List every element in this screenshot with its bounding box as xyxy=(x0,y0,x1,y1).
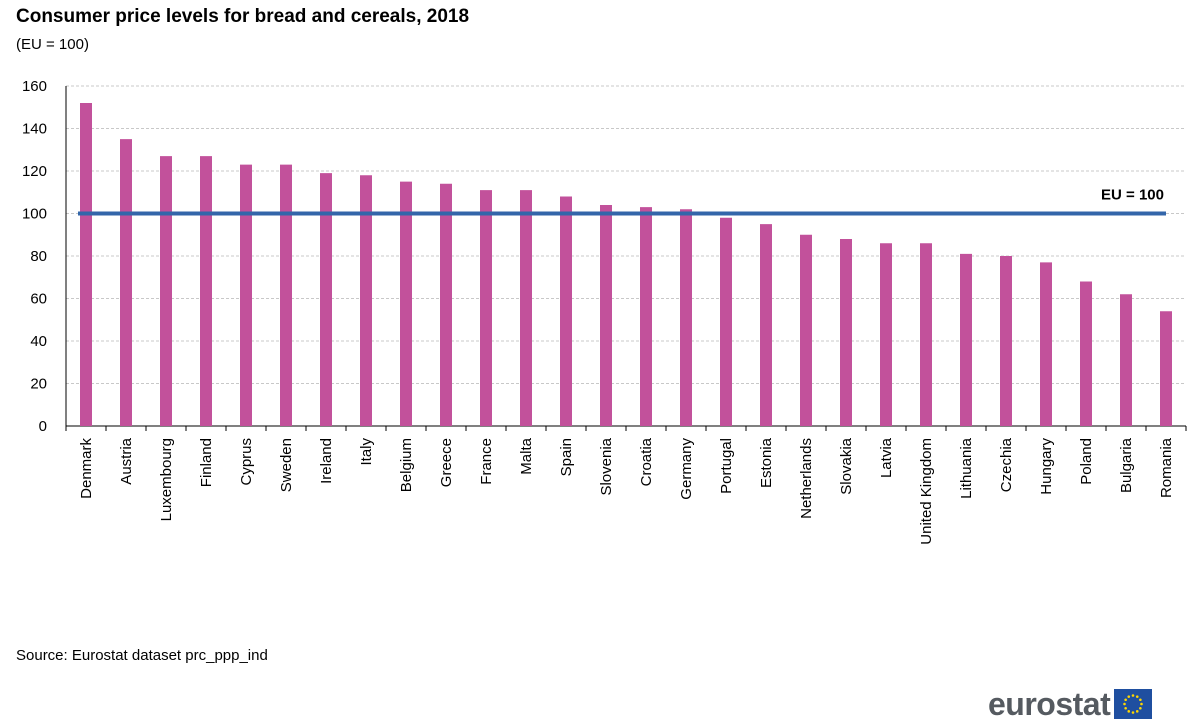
eurostat-logo-text: eurostat xyxy=(988,686,1111,722)
x-tick-label: Austria xyxy=(118,437,135,484)
flag-star xyxy=(1127,710,1131,713)
bar xyxy=(1000,256,1012,426)
y-tick-label: 0 xyxy=(39,418,47,435)
bar xyxy=(1160,311,1172,426)
x-tick-label: Cyprus xyxy=(238,438,255,486)
flag-star xyxy=(1139,706,1142,710)
y-tick-label: 60 xyxy=(30,291,47,308)
bar-chart: EU = 100 0 20 40 60 80 100 120 140 160 Denmark Aus… xyxy=(22,78,1187,545)
flag-star xyxy=(1131,694,1135,697)
y-tick-label: 120 xyxy=(22,163,47,180)
eurostat-logo: eurostat xyxy=(988,684,1153,724)
x-tick-label: Ireland xyxy=(318,438,335,484)
bar xyxy=(560,196,572,426)
bar xyxy=(520,190,532,426)
source-note: Source: Eurostat dataset prc_ppp_ind xyxy=(16,647,268,664)
bar xyxy=(360,175,372,426)
x-tick-label: Slovakia xyxy=(838,437,855,494)
bar xyxy=(280,164,292,426)
x-tick-label: Malta xyxy=(518,437,535,474)
x-tick-label: United Kingdom xyxy=(918,438,935,545)
bar xyxy=(880,243,892,426)
bar xyxy=(800,234,812,426)
x-tick-label: Hungary xyxy=(1038,438,1055,495)
y-tick-label: 140 xyxy=(22,121,47,138)
y-tick-label: 80 xyxy=(30,248,47,265)
x-tick-label: Latvia xyxy=(878,437,895,478)
x-tick-label: Estonia xyxy=(758,437,775,488)
x-tick-label: Spain xyxy=(558,438,575,476)
bar xyxy=(840,239,852,426)
x-tick-label: Bulgaria xyxy=(1118,437,1135,493)
flag-star xyxy=(1123,702,1127,706)
x-tick-label: Luxembourg xyxy=(158,438,175,521)
flag-star xyxy=(1140,702,1144,706)
chart-subtitle: (EU = 100) xyxy=(16,36,89,53)
y-tick-label: 100 xyxy=(22,206,47,223)
chart-title: Consumer price levels for bread and cere… xyxy=(16,6,470,27)
bar xyxy=(240,164,252,426)
bar xyxy=(80,103,92,426)
x-tick-label: France xyxy=(478,438,495,485)
bar xyxy=(160,156,172,426)
flag-star xyxy=(1124,698,1128,702)
x-tick-label: Sweden xyxy=(278,438,295,492)
x-tick-label: Lithuania xyxy=(958,437,975,499)
bar xyxy=(440,183,452,426)
flag-star xyxy=(1136,695,1139,698)
bar xyxy=(920,243,932,426)
bar xyxy=(600,205,612,426)
y-tick-label: 40 xyxy=(30,333,47,350)
x-tick-label: Italy xyxy=(358,438,375,466)
y-tick-label: 20 xyxy=(30,376,47,393)
x-tick-label: Netherlands xyxy=(798,438,815,519)
bar xyxy=(720,217,732,426)
bar xyxy=(760,224,772,426)
bar xyxy=(1120,294,1132,426)
x-tick-label: Poland xyxy=(1078,438,1095,485)
x-tick-label: Croatia xyxy=(638,437,655,486)
bar xyxy=(200,156,212,426)
bar xyxy=(640,207,652,426)
bar xyxy=(680,209,692,426)
bar xyxy=(1080,281,1092,426)
x-tick-label: Czechia xyxy=(998,437,1015,492)
x-tick-label: Portugal xyxy=(718,438,735,494)
bar xyxy=(1040,262,1052,426)
x-tick-label: Romania xyxy=(1158,437,1175,498)
x-tick-label: Slovenia xyxy=(598,437,615,495)
bar xyxy=(960,253,972,426)
bar xyxy=(400,181,412,426)
flag-star xyxy=(1127,695,1131,698)
flag-star xyxy=(1139,698,1142,702)
bar xyxy=(120,139,132,426)
x-tick-label: Germany xyxy=(678,438,695,500)
flag-star xyxy=(1136,710,1139,713)
bar xyxy=(480,190,492,426)
x-tick-label: Denmark xyxy=(78,438,95,499)
y-tick-label: 160 xyxy=(22,78,47,95)
eu-reference-label: EU = 100 xyxy=(1101,187,1164,204)
x-tick-label: Belgium xyxy=(398,438,415,492)
x-tick-label: Finland xyxy=(198,438,215,487)
bar xyxy=(320,173,332,426)
eu-flag-icon xyxy=(1114,689,1153,719)
flag-star xyxy=(1124,706,1128,710)
x-tick-label: Greece xyxy=(438,438,455,487)
flag-star xyxy=(1131,711,1135,714)
